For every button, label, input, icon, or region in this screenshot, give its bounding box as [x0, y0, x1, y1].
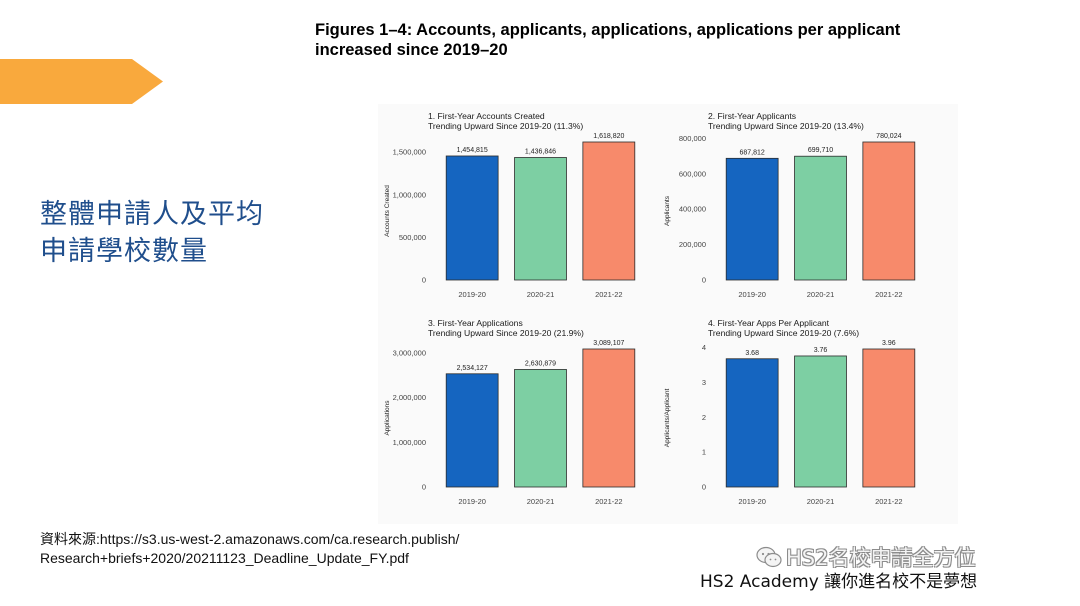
section-heading-line-1: 整體申請人及平均 — [40, 199, 264, 230]
y-tick-label: 200,000 — [679, 240, 706, 249]
y-tick-label: 600,000 — [679, 169, 706, 178]
orange-arrow-shape — [0, 59, 163, 104]
y-tick-label: 4 — [702, 343, 706, 352]
y-axis-label: Applicants/Applicant — [664, 389, 671, 448]
x-tick-label: 2020-21 — [807, 290, 835, 299]
chart-title: 4. First-Year Apps Per Applicant — [708, 318, 830, 328]
bar — [725, 358, 779, 488]
x-tick-label: 2021-22 — [595, 290, 623, 299]
bar-value-label: 3.68 — [745, 350, 759, 357]
slide-title: Figures 1–4: Accounts, applicants, appli… — [315, 20, 1035, 60]
y-tick-label: 3,000,000 — [393, 348, 426, 357]
y-axis-label: Applicants — [664, 195, 671, 226]
y-tick-label: 0 — [422, 276, 426, 285]
bar — [582, 348, 636, 488]
slide-title-line-1: Figures 1–4: Accounts, applicants, appli… — [315, 21, 901, 39]
bar-value-label: 3,089,107 — [593, 340, 624, 347]
bar-value-label: 687,812 — [740, 149, 765, 156]
bar-value-label: 1,436,846 — [525, 149, 556, 156]
y-axis-label: Accounts Created — [384, 185, 391, 237]
y-tick-label: 0 — [702, 483, 706, 492]
chart-title: 3. First-Year Applications — [428, 318, 523, 328]
bar — [445, 373, 499, 488]
x-tick-label: 2019-20 — [738, 497, 766, 506]
bar-value-label: 780,024 — [876, 133, 901, 140]
bar — [582, 141, 636, 281]
x-tick-label: 2019-20 — [458, 497, 486, 506]
x-tick-label: 2021-22 — [875, 497, 903, 506]
y-tick-label: 3 — [702, 378, 706, 387]
y-tick-label: 400,000 — [679, 205, 706, 214]
chart-apps-per-applicant: 4. First-Year Apps Per ApplicantTrending… — [664, 318, 916, 506]
x-tick-label: 2019-20 — [458, 290, 486, 299]
bar — [862, 348, 916, 488]
chart-title: 1. First-Year Accounts Created — [428, 111, 545, 121]
y-tick-label: 1,500,000 — [393, 148, 426, 157]
chart-subtitle: Trending Upward Since 2019-20 (11.3%) — [428, 121, 583, 131]
footer-brand: HS2 Academy 讓你進名校不是夢想 — [700, 572, 978, 592]
bar-value-label: 1,618,820 — [593, 133, 624, 140]
chart-subtitle: Trending Upward Since 2019-20 (21.9%) — [428, 328, 584, 338]
x-tick-label: 2021-22 — [875, 290, 903, 299]
bar — [794, 355, 847, 488]
y-tick-label: 1,000,000 — [393, 438, 426, 447]
bar-value-label: 3.96 — [882, 340, 896, 347]
bar — [794, 155, 847, 281]
bar — [445, 155, 499, 281]
bar-value-label: 2,630,879 — [525, 360, 556, 367]
bar-value-label: 3.76 — [814, 347, 828, 354]
bar-value-label: 699,710 — [808, 147, 833, 154]
y-tick-label: 0 — [702, 276, 706, 285]
x-tick-label: 2020-21 — [807, 497, 835, 506]
y-tick-label: 1,000,000 — [393, 190, 426, 199]
y-axis-label: Applications — [384, 400, 391, 436]
chart-subtitle: Trending Upward Since 2019-20 (7.6%) — [708, 328, 859, 338]
source-line-1: 資料來源:https://s3.us-west-2.amazonaws.com/… — [40, 531, 460, 547]
y-tick-label: 2 — [702, 413, 706, 422]
arrow-shape-fill — [0, 59, 163, 104]
bar — [862, 141, 916, 281]
x-tick-label: 2021-22 — [595, 497, 623, 506]
bar — [514, 157, 567, 281]
x-tick-label: 2019-20 — [738, 290, 766, 299]
chart-subtitle: Trending Upward Since 2019-20 (13.4%) — [708, 121, 864, 131]
wechat-watermark: HS2名校申請全方位 — [756, 542, 975, 572]
bar-value-label: 1,454,815 — [457, 147, 488, 154]
bar — [514, 369, 567, 488]
wechat-icon — [756, 546, 782, 568]
y-tick-label: 1 — [702, 448, 706, 457]
chart-title: 2. First-Year Applicants — [708, 111, 796, 121]
bar-value-label: 2,534,127 — [457, 365, 488, 372]
x-tick-label: 2020-21 — [527, 497, 555, 506]
bar — [725, 157, 779, 281]
x-tick-label: 2020-21 — [527, 290, 555, 299]
source-citation: 資料來源:https://s3.us-west-2.amazonaws.com/… — [40, 530, 459, 568]
slide-title-line-2: increased since 2019–20 — [315, 41, 508, 59]
watermark-text: HS2名校申請全方位 — [786, 546, 976, 570]
y-tick-label: 500,000 — [399, 233, 426, 242]
source-line-2: Research+briefs+2020/20211123_Deadline_U… — [40, 550, 409, 566]
y-tick-label: 2,000,000 — [393, 393, 426, 402]
section-heading-line-2: 申請學校數量 — [40, 236, 208, 267]
y-tick-label: 800,000 — [679, 134, 706, 143]
y-tick-label: 0 — [422, 483, 426, 492]
section-heading: 整體申請人及平均 申請學校數量 — [40, 196, 264, 270]
